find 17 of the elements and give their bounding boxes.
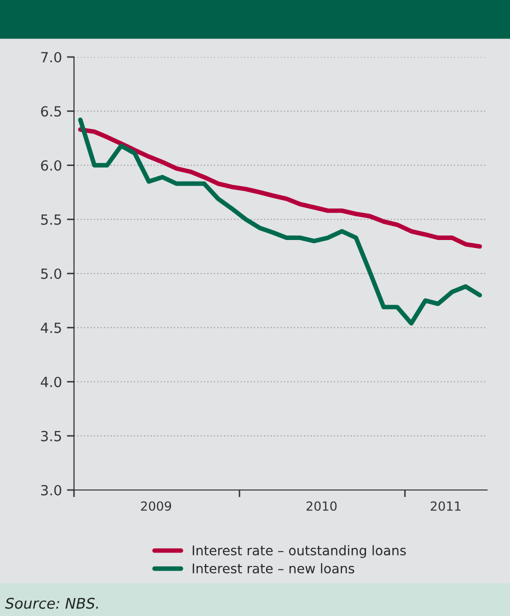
source-note: Source: NBS. [5,598,98,609]
x-tick-label: 2010 [306,501,337,511]
x-tick-label: 2009 [141,501,172,511]
y-tick-label: 5.0 [41,268,62,279]
y-tick-label: 4.0 [40,376,62,388]
y-tick-label: 7.0 [41,52,62,62]
y-tick-label: 6.5 [41,106,61,117]
y-tick-label: 3.5 [41,430,61,442]
x-tick-label: 2011 [430,501,460,511]
line-series [78,127,482,249]
y-tick-label: 5.5 [41,214,61,225]
line-series [78,118,482,326]
legend-label: Interest rate – new loans [192,563,354,574]
y-tick-label: 3.0 [41,484,62,496]
y-tick-label: 4.5 [40,322,61,334]
legend-label: Interest rate – outstanding loans [192,545,406,558]
y-tick-label: 6.0 [41,160,62,171]
